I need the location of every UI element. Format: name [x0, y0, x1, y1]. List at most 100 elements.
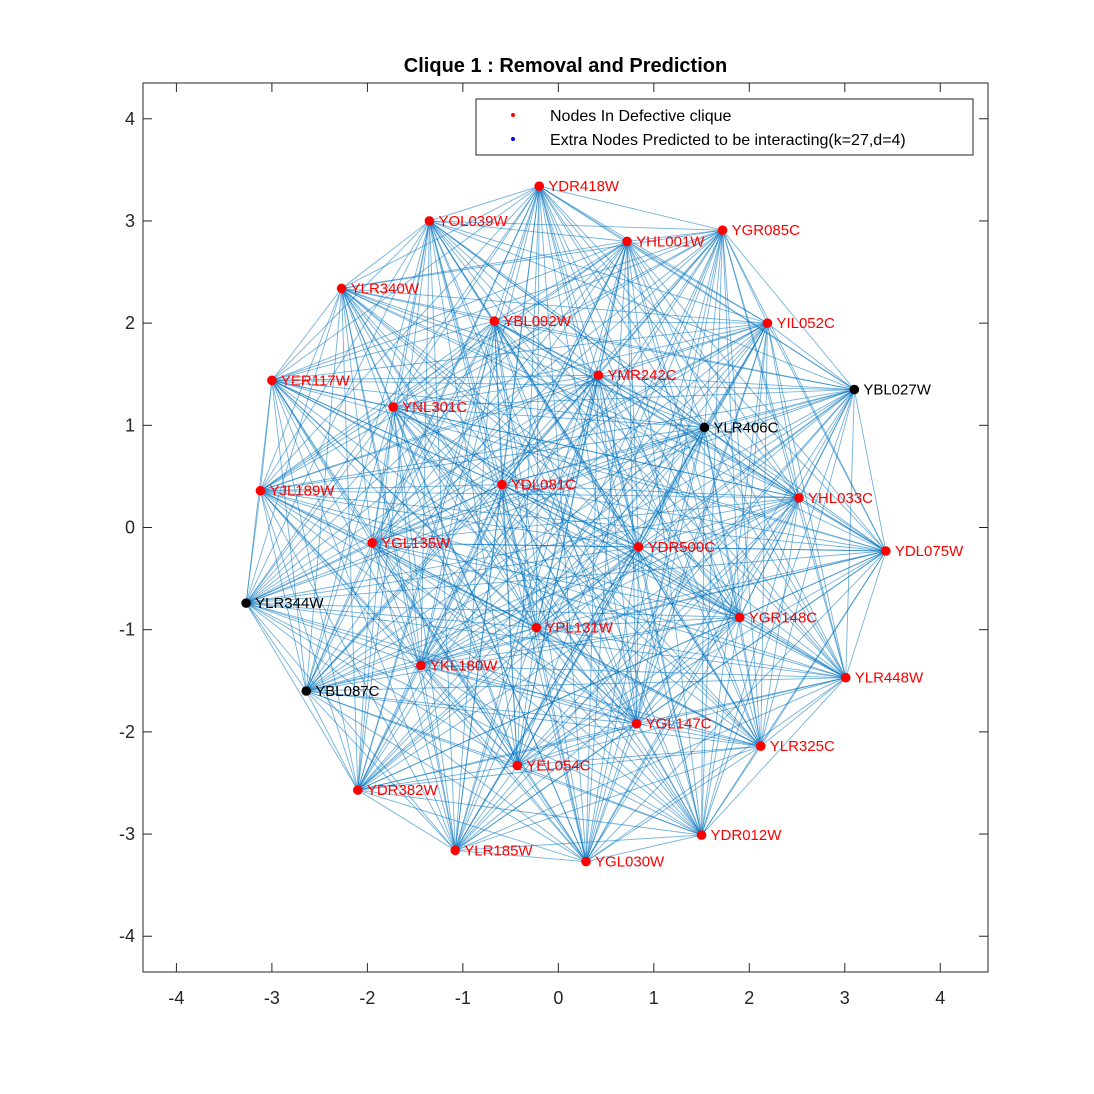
- edge-YHL001W-YHL033C: [626, 241, 800, 499]
- node-label-YOL039W: YOL039W: [438, 213, 508, 230]
- edge-YNL301C-YBL027W: [393, 389, 855, 408]
- edge-YDL075W-YGL030W: [585, 550, 887, 862]
- edge-YBL092W-YLR185W: [454, 321, 495, 851]
- edge-YNL301C-YBL087C: [305, 406, 394, 692]
- edge-YLR344W-YDR382W: [245, 602, 359, 791]
- edge-YGR148C-YLR325C: [739, 617, 762, 747]
- edge-YGR148C-YLR185W: [454, 617, 741, 851]
- edge-YLR406C-YLR325C: [703, 427, 762, 747]
- edge-YLR406C-YLR344W: [245, 426, 705, 604]
- edge-YDR418W-YGR085C: [539, 185, 723, 231]
- xtick-label: 2: [744, 988, 754, 1008]
- edge-YHL033C-YDR500C: [638, 497, 800, 548]
- edge-YBL092W-YBL027W: [494, 320, 855, 390]
- edge-YOL039W-YLR340W: [341, 220, 430, 289]
- edge-YLR406C-YHL033C: [704, 426, 800, 499]
- edge-YKL180W-YLR325C: [420, 665, 761, 747]
- node-label-YDL075W: YDL075W: [895, 543, 964, 560]
- edge-YHL033C-YDL075W: [798, 497, 887, 552]
- edge-YDR418W-YER117W: [271, 185, 540, 381]
- node-label-YLR185W: YLR185W: [464, 842, 533, 859]
- node-label-YER117W: YER117W: [281, 372, 351, 389]
- edge-YLR185W-YGL030W: [455, 849, 587, 863]
- edge-YGR148C-YPL131W: [536, 616, 740, 629]
- edge-YBL092W-YJL189W: [260, 320, 495, 492]
- edge-YPL131W-YGL147C: [536, 627, 637, 725]
- edge-YBL092W-YBL087C: [305, 320, 495, 692]
- edge-YOL039W-YHL001W: [429, 220, 628, 242]
- edge-YBL027W-YDR500C: [638, 389, 855, 548]
- edge-YIL052C-YHL033C: [766, 323, 800, 498]
- edge-YOL039W-YIL052C: [429, 220, 768, 324]
- edge-YLR344W-YLR185W: [245, 602, 456, 851]
- edge-YDR500C-YLR344W: [246, 546, 639, 604]
- edge-YGR148C-YBL087C: [306, 616, 740, 692]
- edge-YBL092W-YLR448W: [494, 320, 847, 679]
- node-YDR500C: [633, 542, 644, 552]
- edge-YLR325C-YDR382W: [357, 745, 761, 791]
- edge-YDL075W-YPL131W: [536, 550, 886, 629]
- node-YLR325C: [755, 741, 766, 751]
- edge-YLR448W-YEL054C: [517, 677, 846, 767]
- edge-YER117W-YDR382W: [271, 380, 359, 791]
- edge-YLR448W-YDR382W: [357, 677, 846, 791]
- edge-YER117W-YDL075W: [271, 379, 886, 552]
- edge-YLR340W-YLR406C: [341, 287, 705, 428]
- edge-YER117W-YEL054C: [271, 380, 518, 766]
- edge-YDR382W-YLR185W: [357, 789, 456, 851]
- edge-YJL189W-YGL135W: [260, 490, 373, 544]
- edge-YLR344W-YDR012W: [245, 602, 702, 836]
- edge-YBL087C-YGL147C: [306, 690, 637, 725]
- edge-YLR325C-YEL054C: [517, 745, 761, 767]
- node-label-YBL087C: YBL087C: [315, 683, 379, 700]
- edge-YIL052C-YLR344W: [245, 322, 768, 604]
- edge-YGL147C-YLR185W: [454, 723, 637, 851]
- edge-YGR148C-YGL147C: [636, 617, 741, 725]
- edge-YNL301C-YPL131W: [392, 406, 537, 628]
- edge-YGR085C-YGL147C: [636, 230, 724, 724]
- edge-YKL180W-YDR382W: [357, 665, 422, 791]
- edge-YDL075W-YEL054C: [517, 550, 887, 766]
- edge-YDL081C-YHL033C: [501, 484, 799, 499]
- edge-YLR448W-YGL030W: [585, 677, 846, 863]
- edge-YMR242C-YBL087C: [305, 374, 599, 692]
- edge-YBL027W-YJL189W: [260, 389, 855, 492]
- edge-YEL054C-YDR382W: [357, 765, 518, 791]
- edge-YEL054C-YDR012W: [517, 765, 702, 836]
- legend-entry: Nodes In Defective clique: [550, 108, 732, 125]
- xtick-label: 4: [935, 988, 945, 1008]
- edge-YGR085C-YBL027W: [722, 229, 855, 390]
- edge-YLR325C-YGL030W: [585, 745, 762, 863]
- edge-YHL001W-YGR148C: [626, 241, 741, 618]
- edge-YDR418W-YJL189W: [260, 185, 540, 492]
- node-YDL075W: [881, 546, 891, 556]
- edge-YGL147C-YGL030W: [585, 723, 638, 862]
- edge-YLR340W-YKL180W: [341, 288, 422, 666]
- node-YLR448W: [840, 672, 851, 683]
- edge-YOL039W-YLR448W: [429, 220, 847, 679]
- edge-YPL131W-YLR448W: [536, 627, 846, 679]
- node-YER117W: [267, 375, 277, 386]
- node-YEL054C: [512, 760, 523, 771]
- edge-YKL180W-YLR185W: [420, 665, 456, 851]
- edge-YMR242C-YLR344W: [245, 374, 599, 604]
- edge-YLR344W-YPL131W: [246, 602, 537, 629]
- edge-YLR340W-YGL135W: [341, 288, 373, 543]
- edge-YGL135W-YDR012W: [371, 542, 702, 836]
- edge-YLR340W-YEL054C: [341, 288, 518, 766]
- edge-YBL027W-YGL147C: [636, 389, 855, 724]
- edge-YHL001W-YER117W: [271, 240, 628, 381]
- edge-YDR500C-YBL087C: [306, 546, 639, 692]
- edge-YHL001W-YLR325C: [626, 241, 762, 747]
- edge-YBL092W-YNL301C: [392, 320, 495, 408]
- edge-YBL087C-YLR185W: [305, 690, 456, 851]
- node-label-YGR085C: YGR085C: [732, 222, 801, 239]
- edge-YPL131W-YDR382W: [357, 627, 537, 791]
- edge-YKL180W-YLR448W: [420, 664, 846, 679]
- edge-YGL147C-YDR012W: [636, 723, 702, 836]
- ytick-label: -4: [119, 926, 135, 946]
- node-label-YPL131W: YPL131W: [545, 620, 613, 637]
- edge-YBL027W-YDL075W: [853, 389, 887, 552]
- edge-YHL001W-YDR382W: [357, 241, 628, 791]
- edge-YOL039W-YGL135W: [371, 220, 430, 543]
